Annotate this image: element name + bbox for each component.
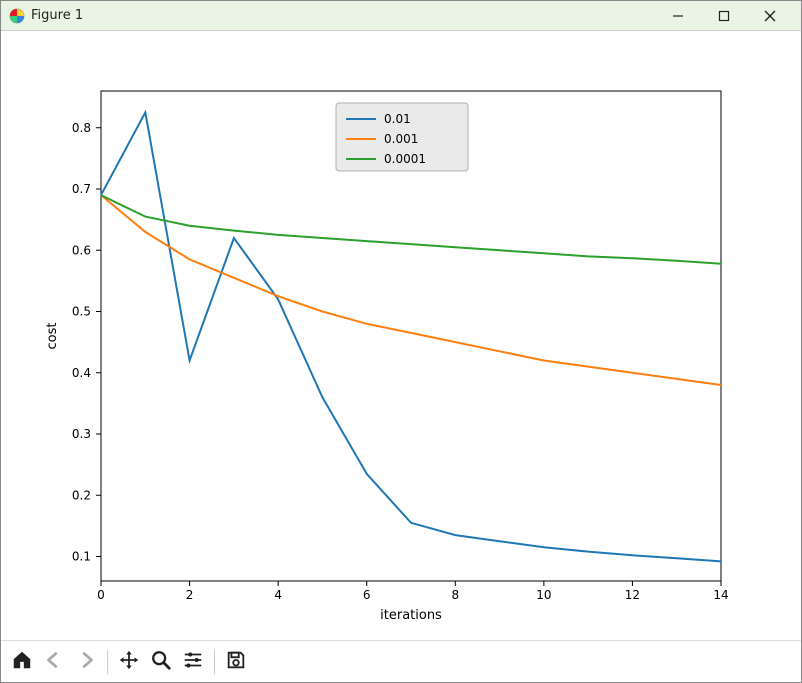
y-tick-label: 0.1 [72,550,91,564]
y-axis-label: cost [45,323,60,350]
save-icon [225,649,247,675]
app-icon [9,8,25,24]
x-axis-label: iterations [380,608,442,623]
titlebar: Figure 1 [1,1,801,31]
x-tick-label: 4 [274,588,282,602]
x-tick-label: 2 [186,588,194,602]
y-tick-label: 0.7 [72,182,91,196]
back-icon [43,649,65,675]
x-tick-label: 6 [363,588,371,602]
x-tick-label: 14 [713,588,728,602]
toolbar [1,640,801,682]
x-tick-label: 10 [536,588,551,602]
x-tick-label: 0 [97,588,105,602]
minimize-button[interactable] [655,2,701,30]
forward-icon [75,649,97,675]
x-tick-label: 8 [451,588,459,602]
back-button [39,647,69,677]
y-tick-label: 0.6 [72,243,91,257]
chart: 0 2 4 6 8 10 12 14 0.1 0.2 0.3 0.4 0.5 0.6 0.7 0.8 itera… [1,31,801,640]
legend-label: 0.001 [384,132,418,146]
close-button[interactable] [747,2,793,30]
y-tick-label: 0.4 [72,366,91,380]
y-tick-label: 0.5 [72,305,91,319]
legend-label: 0.0001 [384,152,426,166]
configure-button[interactable] [178,647,208,677]
zoom-icon [150,649,172,675]
home-icon [11,649,33,675]
toolbar-separator [107,650,108,674]
save-button[interactable] [221,647,251,677]
configure-icon [182,649,204,675]
y-tick-label: 0.3 [72,427,91,441]
pan-icon [118,649,140,675]
x-tick-label: 12 [625,588,640,602]
window-title: Figure 1 [31,8,83,23]
y-tick-label: 0.2 [72,488,91,502]
forward-button [71,647,101,677]
zoom-button[interactable] [146,647,176,677]
maximize-button[interactable] [701,2,747,30]
toolbar-separator [214,650,215,674]
plot-canvas: 0 2 4 6 8 10 12 14 0.1 0.2 0.3 0.4 0.5 0.6 0.7 0.8 itera… [1,31,801,640]
y-tick-label: 0.8 [72,121,91,135]
home-button[interactable] [7,647,37,677]
pan-button[interactable] [114,647,144,677]
legend-label: 0.01 [384,112,411,126]
